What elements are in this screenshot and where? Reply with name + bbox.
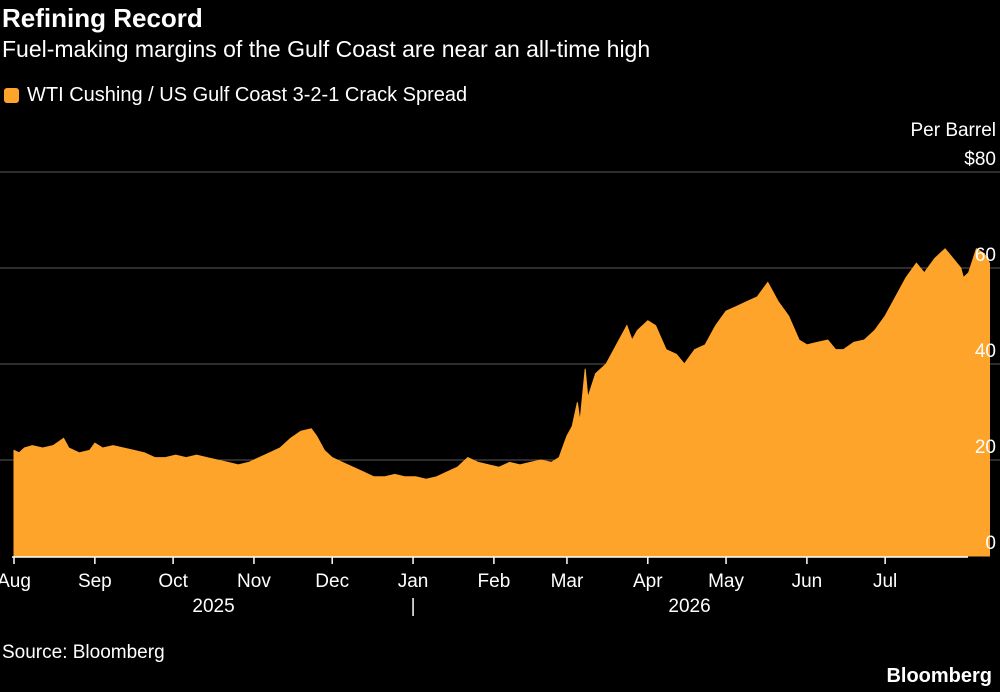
x-tick-label: Jan [398,571,429,592]
legend-swatch [4,87,19,103]
chart-subtitle: Fuel-making margins of the Gulf Coast ar… [2,36,651,62]
x-tick-label: Oct [158,571,188,592]
x-tick-label: Sep [78,571,112,592]
x-tick-label: Dec [315,571,349,592]
y-axis-label: Per Barrel [910,120,996,141]
series-area-path [13,248,990,557]
legend-label: WTI Cushing / US Gulf Coast 3-2-1 Crack … [27,84,468,106]
x-tick-label: Aug [0,571,31,592]
x-tick-label: Jun [792,571,823,592]
x-tick-label: Jul [873,571,897,592]
year-label: 2026 [668,596,710,617]
bloomberg-logo: Bloomberg [886,665,992,687]
y-tick-label: 60 [975,245,996,266]
y-tick-label: 40 [975,341,996,362]
legend: WTI Cushing / US Gulf Coast 3-2-1 Crack … [4,82,467,108]
chart-title: Refining Record [2,3,203,33]
y-tick-label: $80 [964,149,996,170]
x-tick-label: Feb [478,571,511,592]
x-tick-label: Mar [551,571,584,592]
y-tick-label: 20 [975,437,996,458]
chart-canvas: Per Barrel $80 60 40 20 0 Aug Sep Oct Nov Dec Jan… [0,120,1000,617]
y-axis: Per Barrel $80 60 40 20 0 [910,120,996,554]
x-axis: Aug Sep Oct Nov Dec Jan Feb Mar Apr May Jun Jul 2025… [0,556,968,617]
series-area [13,248,990,557]
x-tick-label: Nov [237,571,271,592]
source-note: Source: Bloomberg [2,642,165,663]
x-tick-label: May [708,571,744,592]
y-tick-label: 0 [985,533,996,554]
year-label: 2025 [192,596,234,617]
x-tick-label: Apr [633,571,663,592]
